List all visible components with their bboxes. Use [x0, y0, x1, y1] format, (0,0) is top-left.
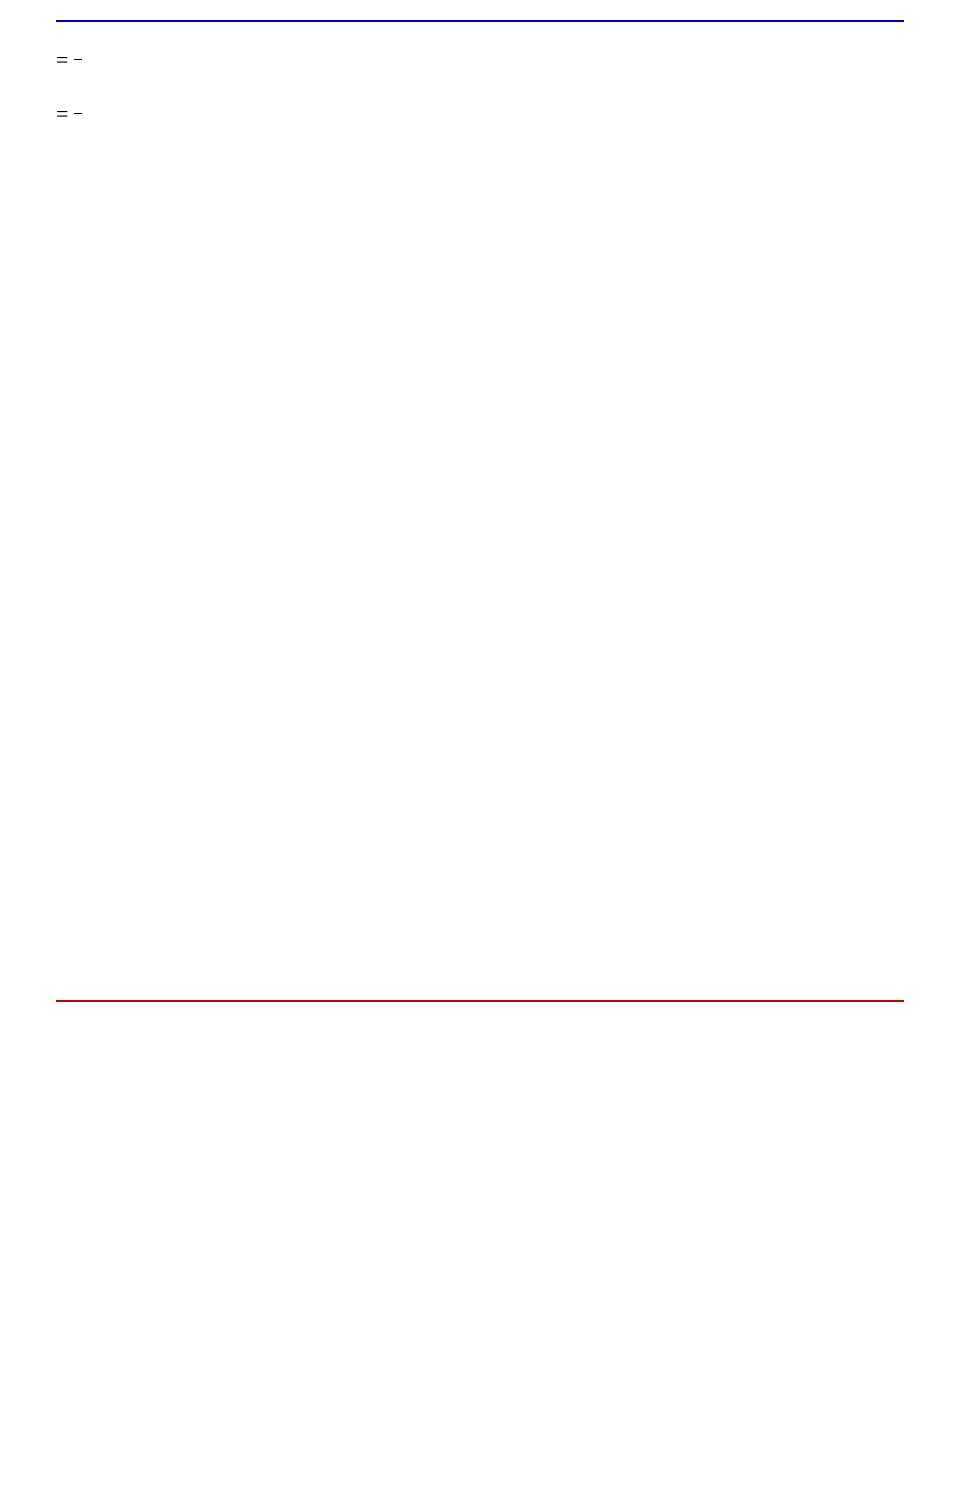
eq-Au-third: =	[56, 47, 82, 72]
footer-rule	[56, 1000, 904, 1002]
paragraph-2: =	[56, 46, 904, 78]
eq-frac-1-3	[74, 59, 82, 61]
page: = =	[0, 0, 960, 1495]
eq3-frac-den	[74, 113, 82, 115]
eq-Au-complex: =	[56, 101, 82, 126]
paragraph-3: =	[56, 100, 904, 132]
bode-svg	[90, 145, 870, 905]
bode-chart	[90, 145, 870, 905]
eq-frac-den	[74, 59, 82, 61]
figure-caption	[56, 927, 904, 959]
header-rule	[56, 20, 904, 22]
eq3-frac	[74, 113, 82, 115]
page-footer	[56, 1004, 904, 1022]
